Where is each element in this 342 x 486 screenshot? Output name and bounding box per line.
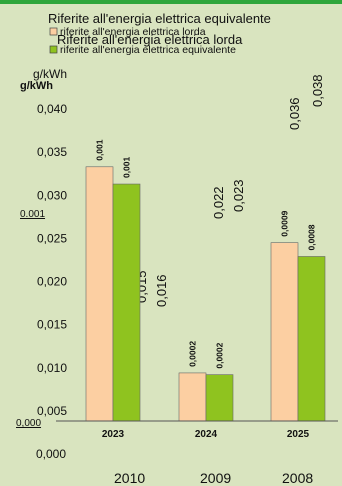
y-tick-label: 0,020 [37, 275, 67, 289]
overlay-value-label-6: 0,038 [310, 74, 325, 107]
bar-2023-equivalente [112, 183, 141, 422]
overlay-category-2008: 2008 [282, 470, 313, 486]
legend-title: Riferite all'energia elettrica equivalen… [48, 11, 271, 26]
bar-data-label: 0,0002 [215, 342, 225, 368]
legend-swatch-equivalente [49, 45, 58, 54]
bar-data-label: 0,0008 [307, 224, 317, 250]
bar-2025-equivalente [297, 256, 326, 422]
y-tick-label: 0,040 [37, 102, 67, 116]
overlay-category-2009: 2009 [200, 470, 231, 486]
y-tick-label: 0,010 [37, 361, 67, 375]
top-accent-bar [0, 0, 342, 4]
overlay-axis-label-top: 0.001 [20, 209, 45, 220]
legend-label-equivalente: riferite all'energia elettrica equivalen… [60, 44, 236, 56]
overlay-value-label-2: 0,016 [154, 274, 169, 307]
legend-label-lorda: riferite all'energia elettrica lorda [60, 26, 206, 38]
y-tick-label: 0,015 [37, 318, 67, 332]
x-category-label: 2025 [287, 429, 310, 440]
overlay-value-label-5: 0,036 [287, 97, 302, 130]
legend-overlay-text: Riferite all'energia elettrica lorda [57, 32, 243, 47]
bar-data-label: 0,0002 [188, 341, 198, 367]
x-category-label: 2023 [102, 429, 125, 440]
y-tick-label: 0,035 [37, 145, 67, 159]
bar-data-label: 0,0009 [280, 210, 290, 236]
bar-2024-equivalente [205, 374, 234, 422]
overlay-value-label-4: 0,023 [231, 179, 246, 212]
y-tick-label: 0,000 [36, 447, 66, 461]
bar-data-label: 0,001 [122, 156, 132, 178]
y-tick-label: 0,030 [37, 188, 67, 202]
overlay-axis-label-bottom: 0,000 [16, 418, 41, 429]
legend-swatch-lorda [49, 27, 58, 36]
y-axis-label-overlay: g/kWh [33, 67, 67, 81]
y-tick-label: 0,005 [37, 404, 67, 418]
y-tick-label: 0,025 [37, 231, 67, 245]
y-axis-label: g/kWh [20, 80, 53, 92]
bar-2025-lorda [270, 242, 299, 422]
bar-2023-lorda [85, 166, 114, 422]
bar-2024-lorda [178, 372, 207, 422]
overlay-value-label-3: 0,022 [211, 186, 226, 219]
bar-data-label: 0,001 [95, 139, 105, 161]
x-category-label: 2024 [195, 429, 218, 440]
overlay-category-2010: 2010 [114, 470, 145, 486]
